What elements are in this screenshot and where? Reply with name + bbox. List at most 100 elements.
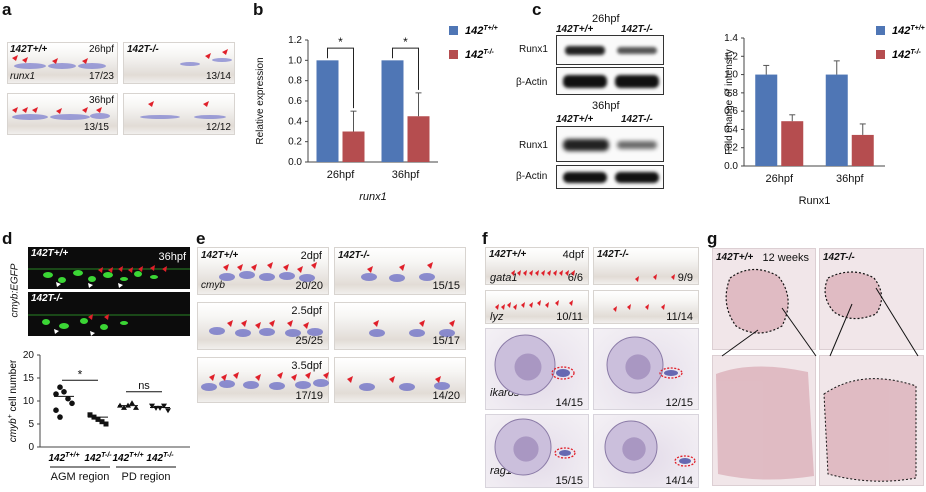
arrowhead: [537, 300, 541, 306]
y-tick-label: 5: [28, 419, 34, 430]
eyes: [494, 334, 664, 476]
data-point: [133, 404, 139, 410]
y-tick-label: 1.0: [724, 70, 738, 81]
lens: [513, 436, 539, 462]
arrowhead: [399, 264, 405, 271]
stained-cell: [409, 329, 425, 337]
arrowhead: [529, 270, 533, 276]
arrowhead: [267, 262, 273, 269]
y-tick-label: 1.0: [288, 55, 302, 66]
genotype-label: 142T-/-: [31, 293, 63, 304]
panel-label-f: f: [482, 229, 488, 248]
arrowhead: [435, 376, 441, 383]
region-label: PD region: [122, 471, 171, 483]
ratio-label: 11/14: [666, 311, 693, 323]
ratio-label: 12/12: [205, 122, 231, 133]
blot-actin-36hpf: [556, 165, 664, 189]
arrowhead: [323, 372, 329, 379]
significance-mark: *: [78, 367, 83, 381]
bar-wt: [825, 74, 848, 166]
group-label: 142T+/+: [112, 452, 143, 464]
ratio-label: 13/14: [205, 71, 231, 82]
panel-e-staining: [201, 262, 455, 391]
thymus-stain: [664, 370, 678, 376]
x-tick-label: 26hpf: [765, 173, 793, 185]
data-point: [57, 384, 63, 390]
stage-label: 36hpf: [88, 95, 114, 106]
panel-f-tile-lyz-mut: 11/14: [593, 290, 699, 324]
data-point: [165, 408, 171, 414]
y-tick-label: 0.4: [724, 124, 738, 135]
stage-label: 26hpf: [88, 44, 114, 55]
stained-cell: [434, 382, 450, 390]
stained-cell: [369, 329, 385, 337]
panel-label-b: b: [253, 0, 264, 19]
stage-label: 36hpf: [158, 251, 186, 263]
y-axis-label: cmyb+ cell number: [7, 359, 19, 442]
arrowhead: [209, 374, 215, 381]
chart-b-relative-expression: 0.0 0.2 0.4 0.6 0.8 1.0 1.2 Relative expression…: [255, 25, 498, 203]
stage-label: 2dpf: [300, 250, 322, 262]
genotype-label: 142T+/+: [716, 252, 754, 263]
panel-label-e: e: [196, 229, 206, 248]
arrowhead: [541, 270, 545, 276]
arrowheads: [495, 270, 675, 312]
y-tick-label: 0.6: [288, 96, 302, 107]
y-tick-label: 0.2: [724, 143, 738, 154]
thymus-circle: [554, 447, 576, 459]
x-tick-label: 36hpf: [392, 169, 420, 181]
ratio-label: 9/9: [677, 272, 693, 284]
blot-genotype-2-wt: 142T+/+: [556, 114, 594, 125]
panel-label-c: c: [532, 0, 542, 19]
arrowhead: [237, 264, 243, 271]
lens: [625, 354, 651, 380]
data-point: [121, 404, 127, 410]
legend-label: 142T-/-: [465, 49, 495, 61]
panel-a-tile-2: 142T-/- 13/14: [123, 42, 235, 84]
arrowhead: [513, 304, 517, 310]
ratio-label: 14/15: [555, 397, 583, 409]
ratio-label: 17/23: [88, 71, 114, 82]
gene-label: lyz: [490, 311, 504, 323]
arrowhead: [233, 372, 239, 379]
staining-cells: [201, 271, 455, 391]
panel-g-tissue-outlines: [716, 268, 919, 482]
stained-cell: [359, 383, 375, 391]
blot-band-label-runx1-top: Runx1: [519, 44, 548, 55]
legend-label: 142T+/+: [465, 25, 498, 37]
arrowhead: [427, 262, 433, 269]
ratio-label: 15/17: [432, 335, 460, 347]
gene-label: runx1: [10, 71, 36, 82]
panel-f-tile-lyz-wt: lyz 10/11: [485, 290, 589, 324]
blot-band-label-actin-bottom: β-Actin: [516, 171, 548, 182]
arrowhead: [661, 304, 665, 310]
arrowhead: [305, 372, 311, 379]
arrowhead: [553, 270, 557, 276]
stage-label: 12 weeks: [762, 252, 809, 264]
stained-cell: [209, 327, 225, 335]
bar-mut: [851, 134, 874, 166]
data-point: [53, 391, 59, 397]
arrowhead: [501, 304, 505, 310]
ratio-label: 25/25: [295, 335, 323, 347]
arrowhead: [523, 270, 527, 276]
ratio-label: 14/20: [432, 390, 460, 402]
gene-label: gata1: [490, 272, 518, 284]
panel-d-side-label: cmyb:EGFP: [9, 263, 21, 318]
lens: [622, 437, 646, 461]
arrowhead: [303, 322, 309, 329]
stained-cell: [279, 272, 295, 280]
arrowhead: [555, 300, 559, 306]
y-tick-label: 0.6: [724, 106, 738, 117]
y-tick-label: 10: [23, 396, 35, 407]
arrowhead: [571, 270, 575, 276]
stained-cell: [439, 329, 455, 337]
ratio-label: 15/15: [432, 280, 460, 292]
panel-d-fluor-cells: [28, 265, 190, 336]
region-label: AGM region: [51, 471, 110, 483]
stage-label: 4dpf: [562, 249, 584, 261]
arrowhead: [653, 274, 657, 280]
thymus-circle: [551, 366, 575, 380]
data-point: [61, 389, 67, 395]
